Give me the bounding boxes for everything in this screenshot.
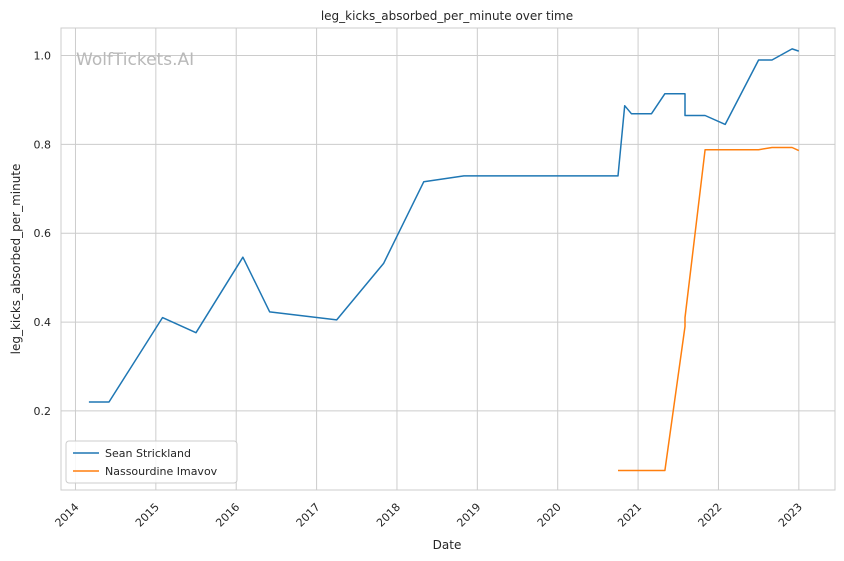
series-line-nassourdine-imavov: [618, 146, 800, 472]
y-tick-label: 1.0: [34, 50, 52, 63]
legend-box: [65, 440, 238, 484]
x-tick-label: 2016: [213, 501, 242, 530]
plot-area: [60, 27, 836, 491]
x-tick-label: 2020: [535, 501, 564, 530]
y-tick-label: 0.8: [34, 138, 52, 151]
legend-label-imavov: Nassourdine Imavov: [105, 465, 218, 478]
x-tick-label: 2021: [615, 501, 644, 530]
x-tick-label: 2014: [53, 501, 82, 530]
y-tick-labels: 0.2 0.4 0.6 0.8 1.0: [34, 50, 52, 418]
y-tick-label: 0.2: [34, 405, 52, 418]
legend-label-strickland: Sean Strickland: [105, 447, 191, 460]
series-line-sean-strickland: [88, 48, 800, 403]
x-tick-label: 2019: [454, 501, 483, 530]
legend: Sean Strickland Nassourdine Imavov: [65, 440, 238, 484]
x-axis-label: Date: [433, 538, 462, 552]
grid: [61, 28, 835, 490]
y-tick-label: 0.4: [34, 316, 52, 329]
y-tick-label: 0.6: [34, 227, 52, 240]
series-lines: [88, 48, 800, 472]
x-tick-label: 2022: [696, 501, 725, 530]
chart-title: leg_kicks_absorbed_per_minute over time: [321, 9, 573, 23]
watermark: WolfTickets.AI: [76, 50, 194, 70]
y-axis-label: leg_kicks_absorbed_per_minute: [9, 164, 23, 355]
x-tick-labels: 2014 2015 2016 2017 2018 2019 2020 2021 2022 2023: [53, 501, 805, 530]
x-tick-label: 2017: [294, 501, 323, 530]
x-tick-label: 2018: [374, 501, 403, 530]
x-tick-label: 2015: [133, 501, 162, 530]
x-tick-label: 2023: [776, 501, 805, 530]
